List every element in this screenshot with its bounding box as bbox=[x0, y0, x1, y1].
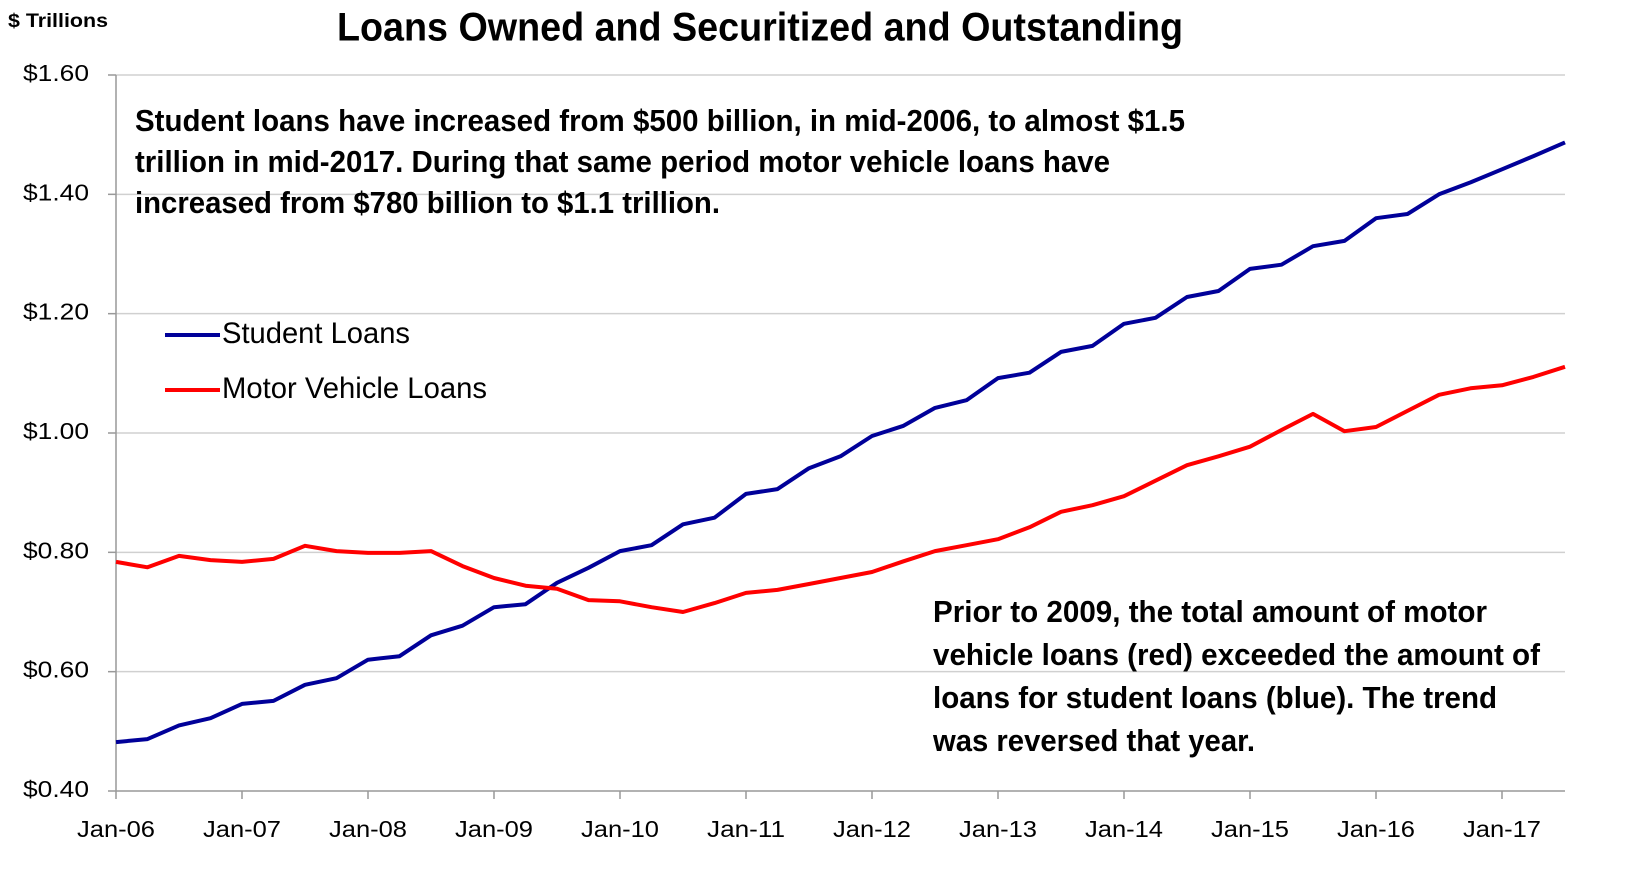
y-tick-label: $0.80 bbox=[23, 537, 89, 563]
x-tick-label: Jan-11 bbox=[707, 816, 785, 842]
y-tick-label: $1.60 bbox=[23, 60, 89, 86]
x-tick-label: Jan-06 bbox=[77, 816, 155, 842]
y-tick-label: $1.00 bbox=[23, 418, 89, 444]
x-tick-label: Jan-15 bbox=[1211, 816, 1289, 842]
series-line bbox=[115, 364, 1566, 614]
annotation: vehicle loans (red) exceeded the amount … bbox=[933, 637, 1541, 672]
annotation: was reversed that year. bbox=[932, 723, 1255, 758]
y-tick-label: $0.40 bbox=[23, 776, 89, 802]
legend-label: Motor Vehicle Loans bbox=[222, 372, 487, 405]
series-line bbox=[115, 140, 1566, 745]
x-tick-label: Jan-16 bbox=[1337, 816, 1415, 842]
annotation: Prior to 2009, the total amount of motor bbox=[933, 594, 1487, 629]
x-tick-label: Jan-14 bbox=[1085, 816, 1163, 842]
annotation: trillion in mid-2017. During that same p… bbox=[135, 144, 1110, 179]
legend-label: Student Loans bbox=[222, 317, 410, 350]
x-tick-label: Jan-08 bbox=[329, 816, 407, 842]
y-axis-label: $ Trillions bbox=[8, 11, 108, 32]
annotation: increased from $780 billion to $1.1 tril… bbox=[135, 185, 720, 220]
x-tick-label: Jan-09 bbox=[455, 816, 533, 842]
x-tick-label: Jan-10 bbox=[581, 816, 659, 842]
x-tick-label: Jan-07 bbox=[203, 816, 281, 842]
x-tick-label: Jan-13 bbox=[959, 816, 1037, 842]
x-tick-label: Jan-12 bbox=[833, 816, 911, 842]
annotation: loans for student loans (blue). The tren… bbox=[933, 680, 1497, 715]
annotation: Student loans have increased from $500 b… bbox=[135, 103, 1185, 138]
y-tick-label: $0.60 bbox=[23, 657, 89, 683]
chart-title: Loans Owned and Securitized and Outstand… bbox=[337, 6, 1183, 50]
y-tick-label: $1.20 bbox=[23, 299, 89, 325]
x-tick-label: Jan-17 bbox=[1463, 816, 1541, 842]
y-tick-label: $1.40 bbox=[23, 179, 89, 205]
